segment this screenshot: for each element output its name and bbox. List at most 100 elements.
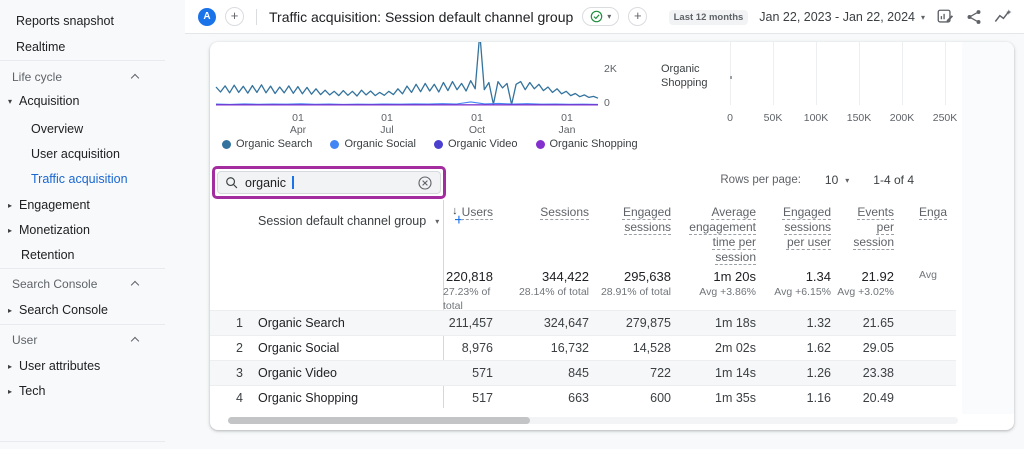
line-series-organic-social [215, 101, 599, 105]
section-header-life-cycle[interactable]: Life cycle [12, 70, 162, 84]
totals-cell: 220,818 27.23% of total [443, 268, 493, 313]
sidebar-item-tech[interactable]: ▸ Tech [8, 380, 45, 402]
column-header-label: Average engagement time per session [689, 205, 756, 264]
sidebar-item-user-acquisition[interactable]: User acquisition [31, 143, 120, 165]
edit-comparison-icon[interactable] [936, 8, 954, 26]
date-range-picker[interactable]: Jan 22, 2023 - Jan 22, 2024 ▾ [759, 10, 925, 24]
sidebar-item-acquisition[interactable]: ▾ Acquisition [8, 87, 172, 113]
chevron-up-icon[interactable] [130, 336, 140, 346]
legend-label: Organic Search [236, 138, 313, 150]
legend-item: Organic Shopping [535, 138, 638, 150]
caret-down-icon[interactable]: ▾ [435, 216, 440, 226]
sidebar-item-engagement[interactable]: ▸ Engagement [8, 194, 90, 216]
totals-value: 21.92 [861, 269, 894, 284]
totals-cell: 1m 20s Avg +3.86% [671, 268, 756, 313]
chevron-up-icon[interactable] [130, 73, 140, 83]
legend-item: Organic Video [433, 138, 518, 150]
text-cursor [292, 176, 294, 189]
section-header-search-console[interactable]: Search Console [12, 277, 162, 291]
share-icon[interactable] [965, 8, 983, 26]
x-axis-tick: 01 Jan [547, 112, 587, 136]
avatar[interactable]: A [198, 7, 216, 26]
add-dimension-button[interactable]: + [454, 212, 464, 229]
metric-cell: 14,528 [632, 341, 671, 355]
metric-cell: 1.26 [806, 366, 831, 380]
totals-cell: 1.34 Avg +6.15% [756, 268, 831, 313]
totals-subtext: 28.91% of total [600, 286, 671, 298]
sidebar-item-search-console[interactable]: ▸ Search Console [8, 299, 108, 321]
totals-cell: 344,422 28.14% of total [493, 268, 589, 313]
sidebar-item-label: Reports snapshot [16, 14, 114, 28]
column-header-label: Engaged sessions [622, 205, 671, 234]
sidebar-item-label: Overview [31, 122, 84, 136]
metric-cell: 23.38 [862, 366, 894, 380]
tick-day: 01 [561, 112, 573, 124]
sidebar-item-label: Traffic acquisition [31, 172, 128, 186]
triangle-right-icon[interactable]: ▸ [8, 361, 13, 371]
sidebar-item-traffic-acquisition[interactable]: Traffic acquisition [26, 166, 164, 190]
tick-day: 01 [471, 112, 483, 124]
totals-value: 344,422 [542, 269, 589, 284]
pagination-controls: Rows per page: 10 ▾ 1-4 of 4 [720, 173, 914, 187]
column-header-users[interactable]: ↓ Users [443, 205, 493, 265]
metric-cell: 29.05 [862, 341, 894, 355]
horizontal-scrollbar-thumb[interactable] [228, 417, 530, 424]
triangle-right-icon[interactable]: ▸ [8, 225, 13, 235]
metric-cell: 8,976 [461, 341, 493, 355]
sidebar-item-label: Tech [19, 384, 46, 398]
report-status-dropdown[interactable]: ▾ [582, 7, 620, 26]
triangle-right-icon[interactable]: ▸ [8, 305, 13, 315]
totals-value: 220,818 [446, 269, 493, 284]
rows-per-page-select[interactable]: 10 ▾ [825, 173, 849, 187]
triangle-down-icon[interactable]: ▾ [8, 96, 13, 106]
column-header-engaged[interactable]: Engaged sessions per user [756, 205, 831, 265]
sidebar-item-reports-snapshot[interactable]: Reports snapshot [16, 10, 114, 32]
sidebar-item-user-attributes[interactable]: ▸ User attributes [8, 355, 100, 377]
metric-cell: 1.62 [806, 341, 831, 355]
chevron-up-icon[interactable] [130, 280, 140, 290]
column-header-average[interactable]: Average engagement time per session [671, 205, 756, 265]
metric-cell: 1m 35s [715, 391, 756, 405]
page-title: Traffic acquisition: Session default cha… [269, 8, 574, 25]
insights-icon[interactable] [994, 8, 1012, 26]
dimension-header[interactable]: Session default channel group ▾ + [258, 212, 464, 230]
triangle-right-icon[interactable]: ▸ [8, 200, 13, 210]
table-row: 3 Organic Video 571 845 722 1m 14s 1.26 23.38 [210, 360, 956, 385]
add-comparison-button[interactable]: + [628, 7, 648, 26]
sidebar-item-label: Retention [21, 248, 75, 262]
rows-per-page-value: 10 [824, 173, 839, 187]
section-label: User [12, 333, 38, 347]
traffic-acquisition-panel: 2K 0 01 Apr 01 Jul 01 Oct 01 Jan 0 50K 100K … [210, 42, 1014, 430]
triangle-right-icon[interactable]: ▸ [8, 386, 13, 396]
horizontal-scrollbar-track[interactable] [228, 417, 958, 424]
metric-cell: 2m 02s [715, 341, 756, 355]
add-report-button[interactable]: + [225, 7, 244, 26]
bar-axis-tick: 50K [763, 112, 783, 124]
sidebar-item-monetization[interactable]: ▸ Monetization [8, 219, 90, 241]
metric-cell: 722 [650, 366, 671, 380]
sidebar-item-realtime[interactable]: Realtime [16, 36, 65, 58]
column-header-engaged[interactable]: Engaged sessions [589, 205, 671, 265]
column-header-label: Sessions [540, 205, 589, 219]
totals-subtext: Avg [919, 269, 937, 281]
sidebar-item-label: User attributes [19, 359, 101, 373]
sidebar-item-overview[interactable]: Overview [31, 118, 83, 140]
tick-day: 01 [292, 112, 304, 124]
column-header-enga[interactable]: Enga [894, 205, 948, 265]
totals-value: 1m 20s [713, 269, 756, 284]
caret-down-icon: ▾ [920, 12, 925, 22]
sidebar-item-retention[interactable]: Retention [21, 244, 75, 266]
table-search-input[interactable]: organic [217, 171, 441, 194]
clear-search-button[interactable] [417, 175, 433, 191]
table-row: 4 Organic Shopping 517 663 600 1m 35s 1.16 20.4… [210, 385, 956, 410]
totals-subtext: Avg +3.02% [837, 286, 894, 298]
search-input-value: organic [245, 175, 286, 190]
search-icon [226, 176, 238, 188]
legend-dot [433, 139, 443, 149]
section-header-user[interactable]: User [12, 333, 162, 347]
column-header-sessions[interactable]: Sessions [493, 205, 589, 265]
sidebar-item-label: Acquisition [19, 94, 80, 108]
row-number: 3 [236, 366, 243, 380]
bar-gridline [945, 42, 946, 105]
column-header-events[interactable]: Events per session [831, 205, 894, 265]
